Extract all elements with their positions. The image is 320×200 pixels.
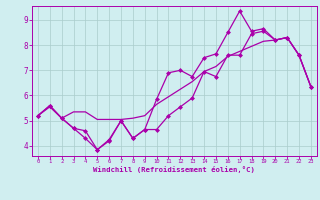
X-axis label: Windchill (Refroidissement éolien,°C): Windchill (Refroidissement éolien,°C) xyxy=(93,166,255,173)
